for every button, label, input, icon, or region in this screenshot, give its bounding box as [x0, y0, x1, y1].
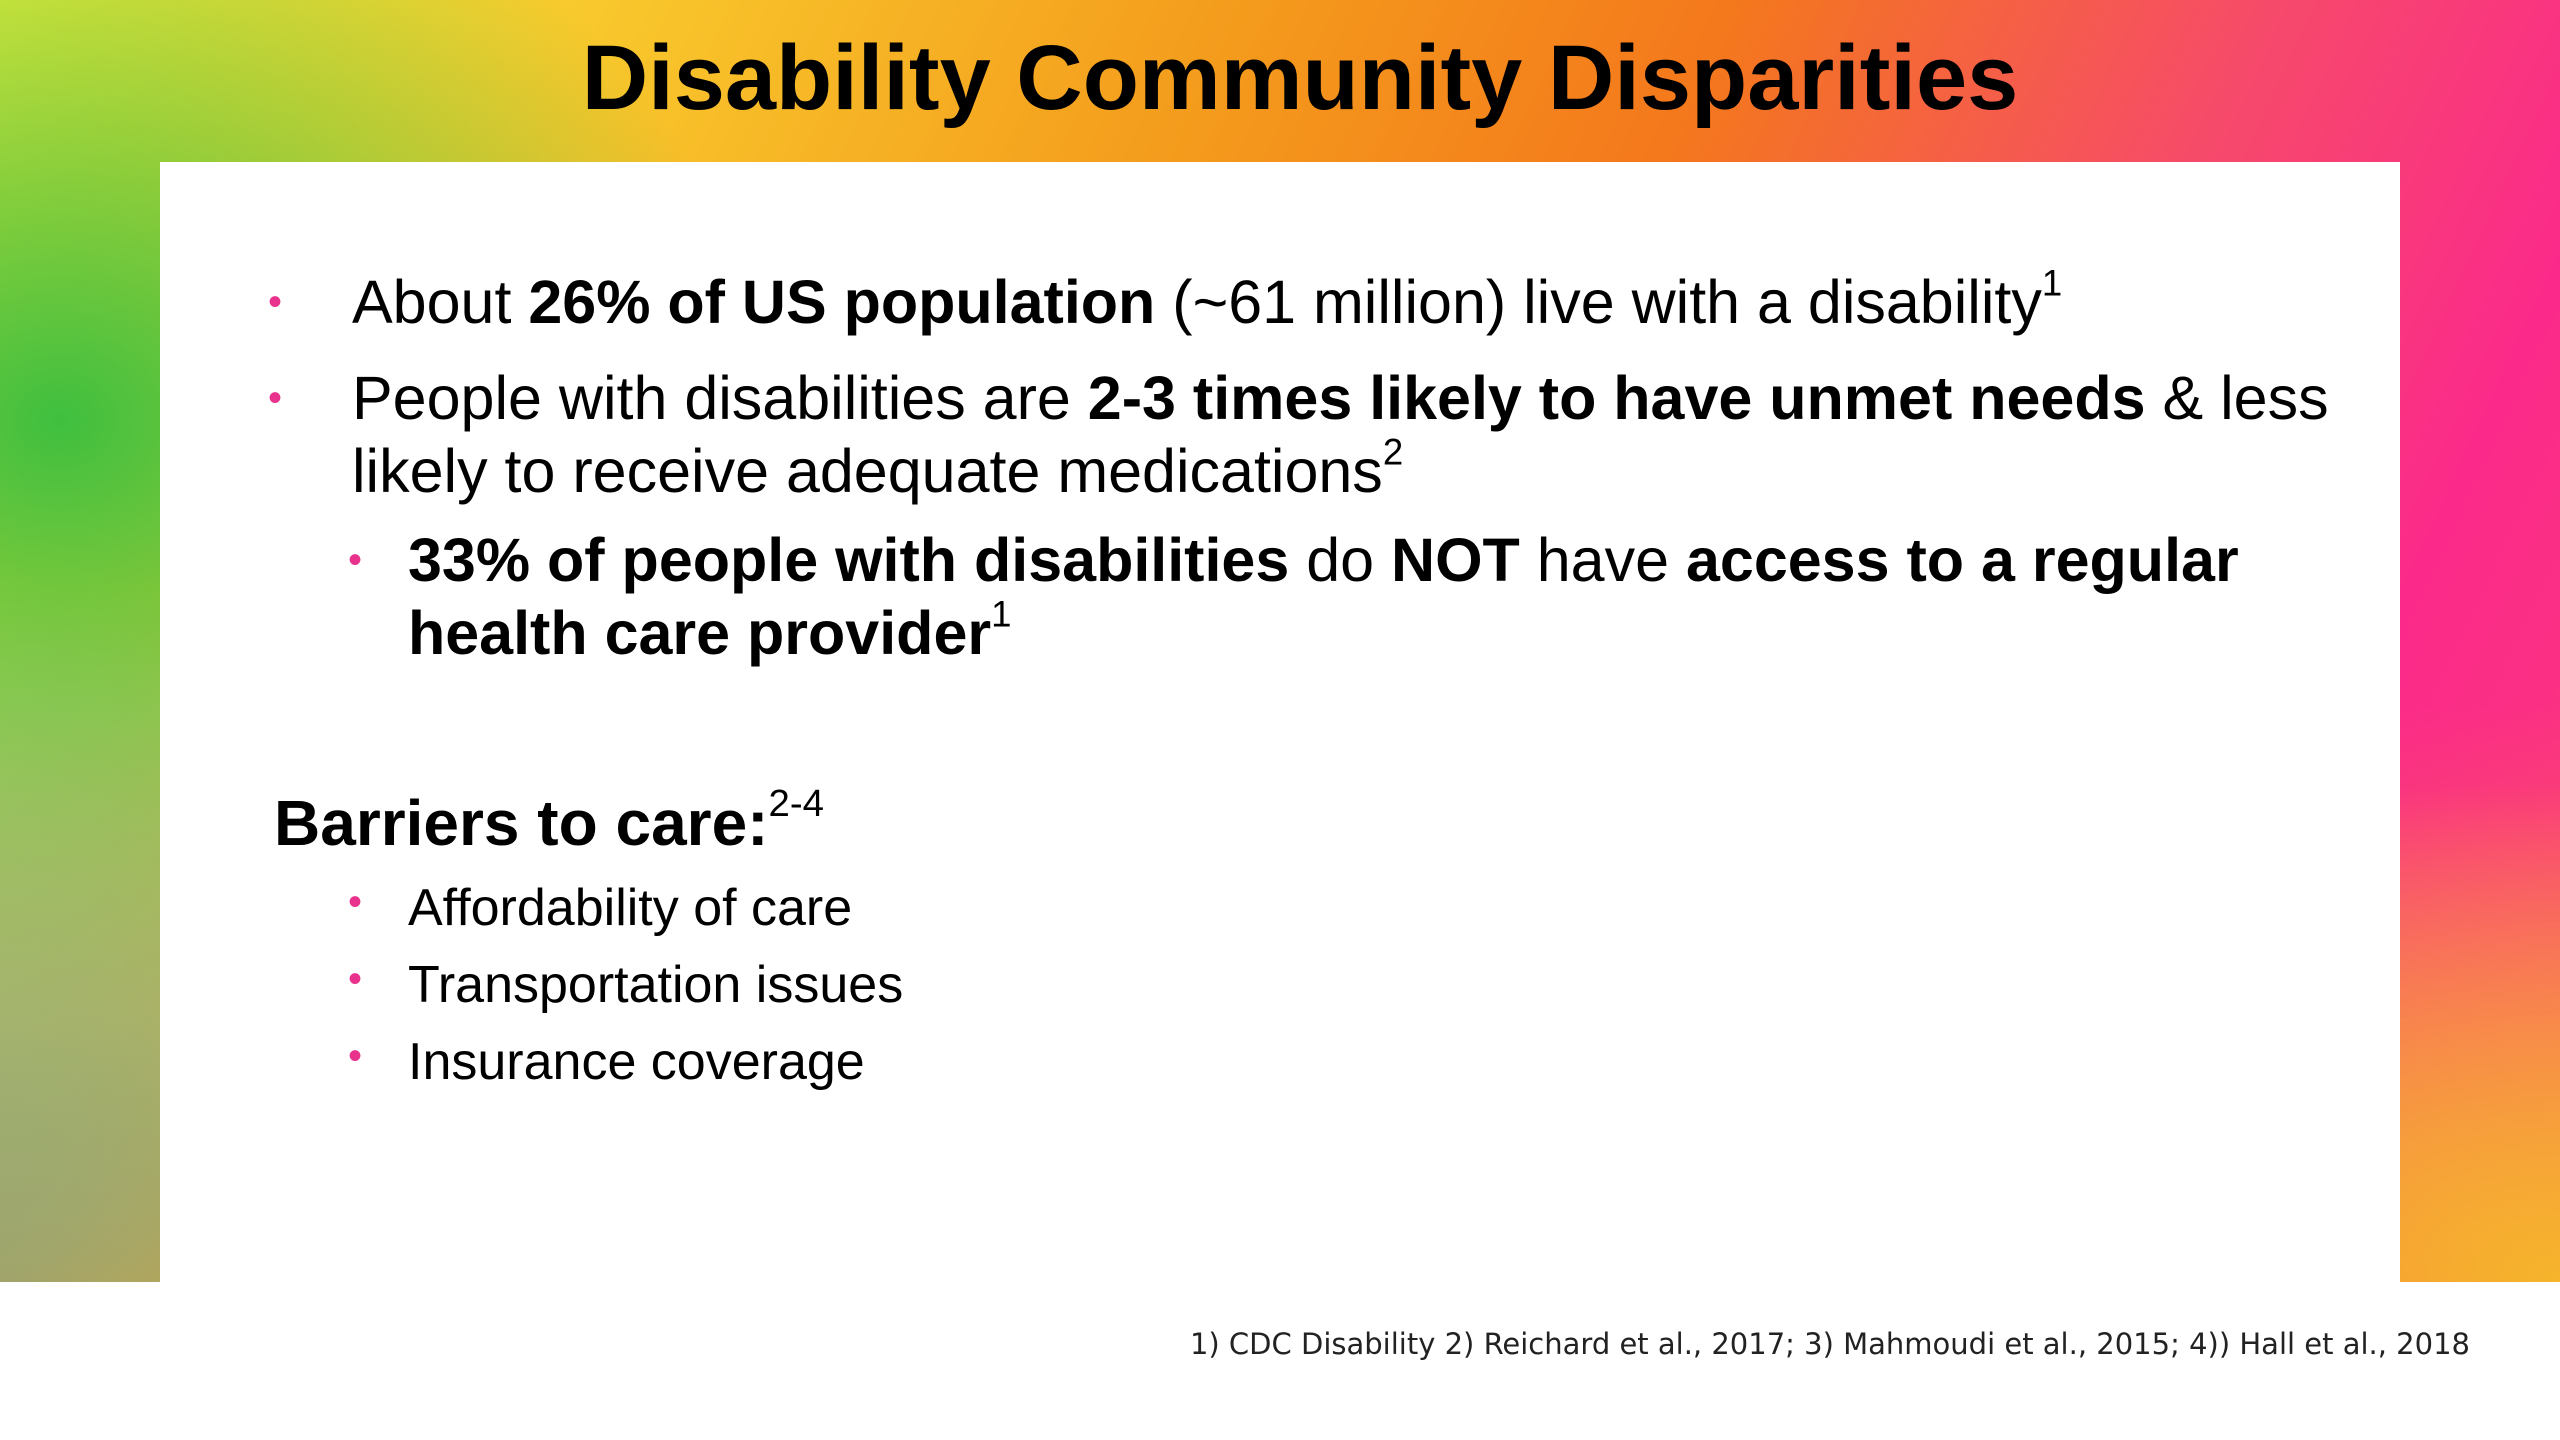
citation-superscript: 2-4: [768, 782, 824, 826]
bullet-text-part: have: [1519, 526, 1686, 594]
bullet-dot-icon: •: [348, 1034, 363, 1078]
bullet-text-emphasis: NOT: [1391, 526, 1520, 594]
slide-title: Disability Community Disparities: [581, 27, 2019, 129]
bullet-text-part: About: [352, 268, 529, 336]
bullet-text-emphasis: 33% of people with disabilities: [408, 526, 1290, 594]
bullet-text-part: (~61 million) live with a disability: [1155, 268, 2042, 336]
bullet-text-emphasis: 2-3 times likely to have unmet needs: [1087, 364, 2146, 432]
citation-superscript: 1: [991, 593, 1012, 635]
citation-superscript: 2: [1382, 431, 1404, 473]
bullet-dot-icon: •: [268, 376, 283, 420]
bullet-text-part: & less likely to receive adequate medica…: [352, 364, 2329, 505]
barriers-heading-text: Barriers to care:: [274, 787, 769, 859]
citation-superscript: 1: [2041, 262, 2063, 304]
bullet-text-part: do: [1289, 526, 1392, 594]
bullet-dot-icon: •: [348, 957, 363, 1001]
bullet-text-emphasis: 26% of US population: [528, 268, 1156, 336]
barrier-item-text: Transportation issues: [408, 956, 904, 1014]
references-footnote: 1) CDC Disability 2) Reichard et al., 20…: [1189, 1327, 2470, 1361]
bullet-text-part: People with disabilities are: [352, 364, 1088, 432]
bullet-dot-icon: •: [348, 538, 363, 582]
bullet-text: People with disabilities are 2-3 times l…: [352, 362, 2442, 508]
bullet-text: About 26% of US population (~61 million)…: [352, 262, 2442, 339]
bullet-dot-icon: •: [268, 280, 283, 324]
barrier-item-text: Affordability of care: [408, 879, 853, 937]
content-panel: [160, 162, 2400, 1282]
bullet-dot-icon: •: [348, 880, 363, 924]
barriers-heading: Barriers to care:2-4: [274, 785, 824, 860]
bullet-text-emphasis: access to a regular health care provider: [408, 526, 2239, 667]
sub-bullet-text: 33% of people with disabilities do NOT h…: [408, 524, 2348, 670]
barrier-item-text: Insurance coverage: [408, 1033, 865, 1091]
